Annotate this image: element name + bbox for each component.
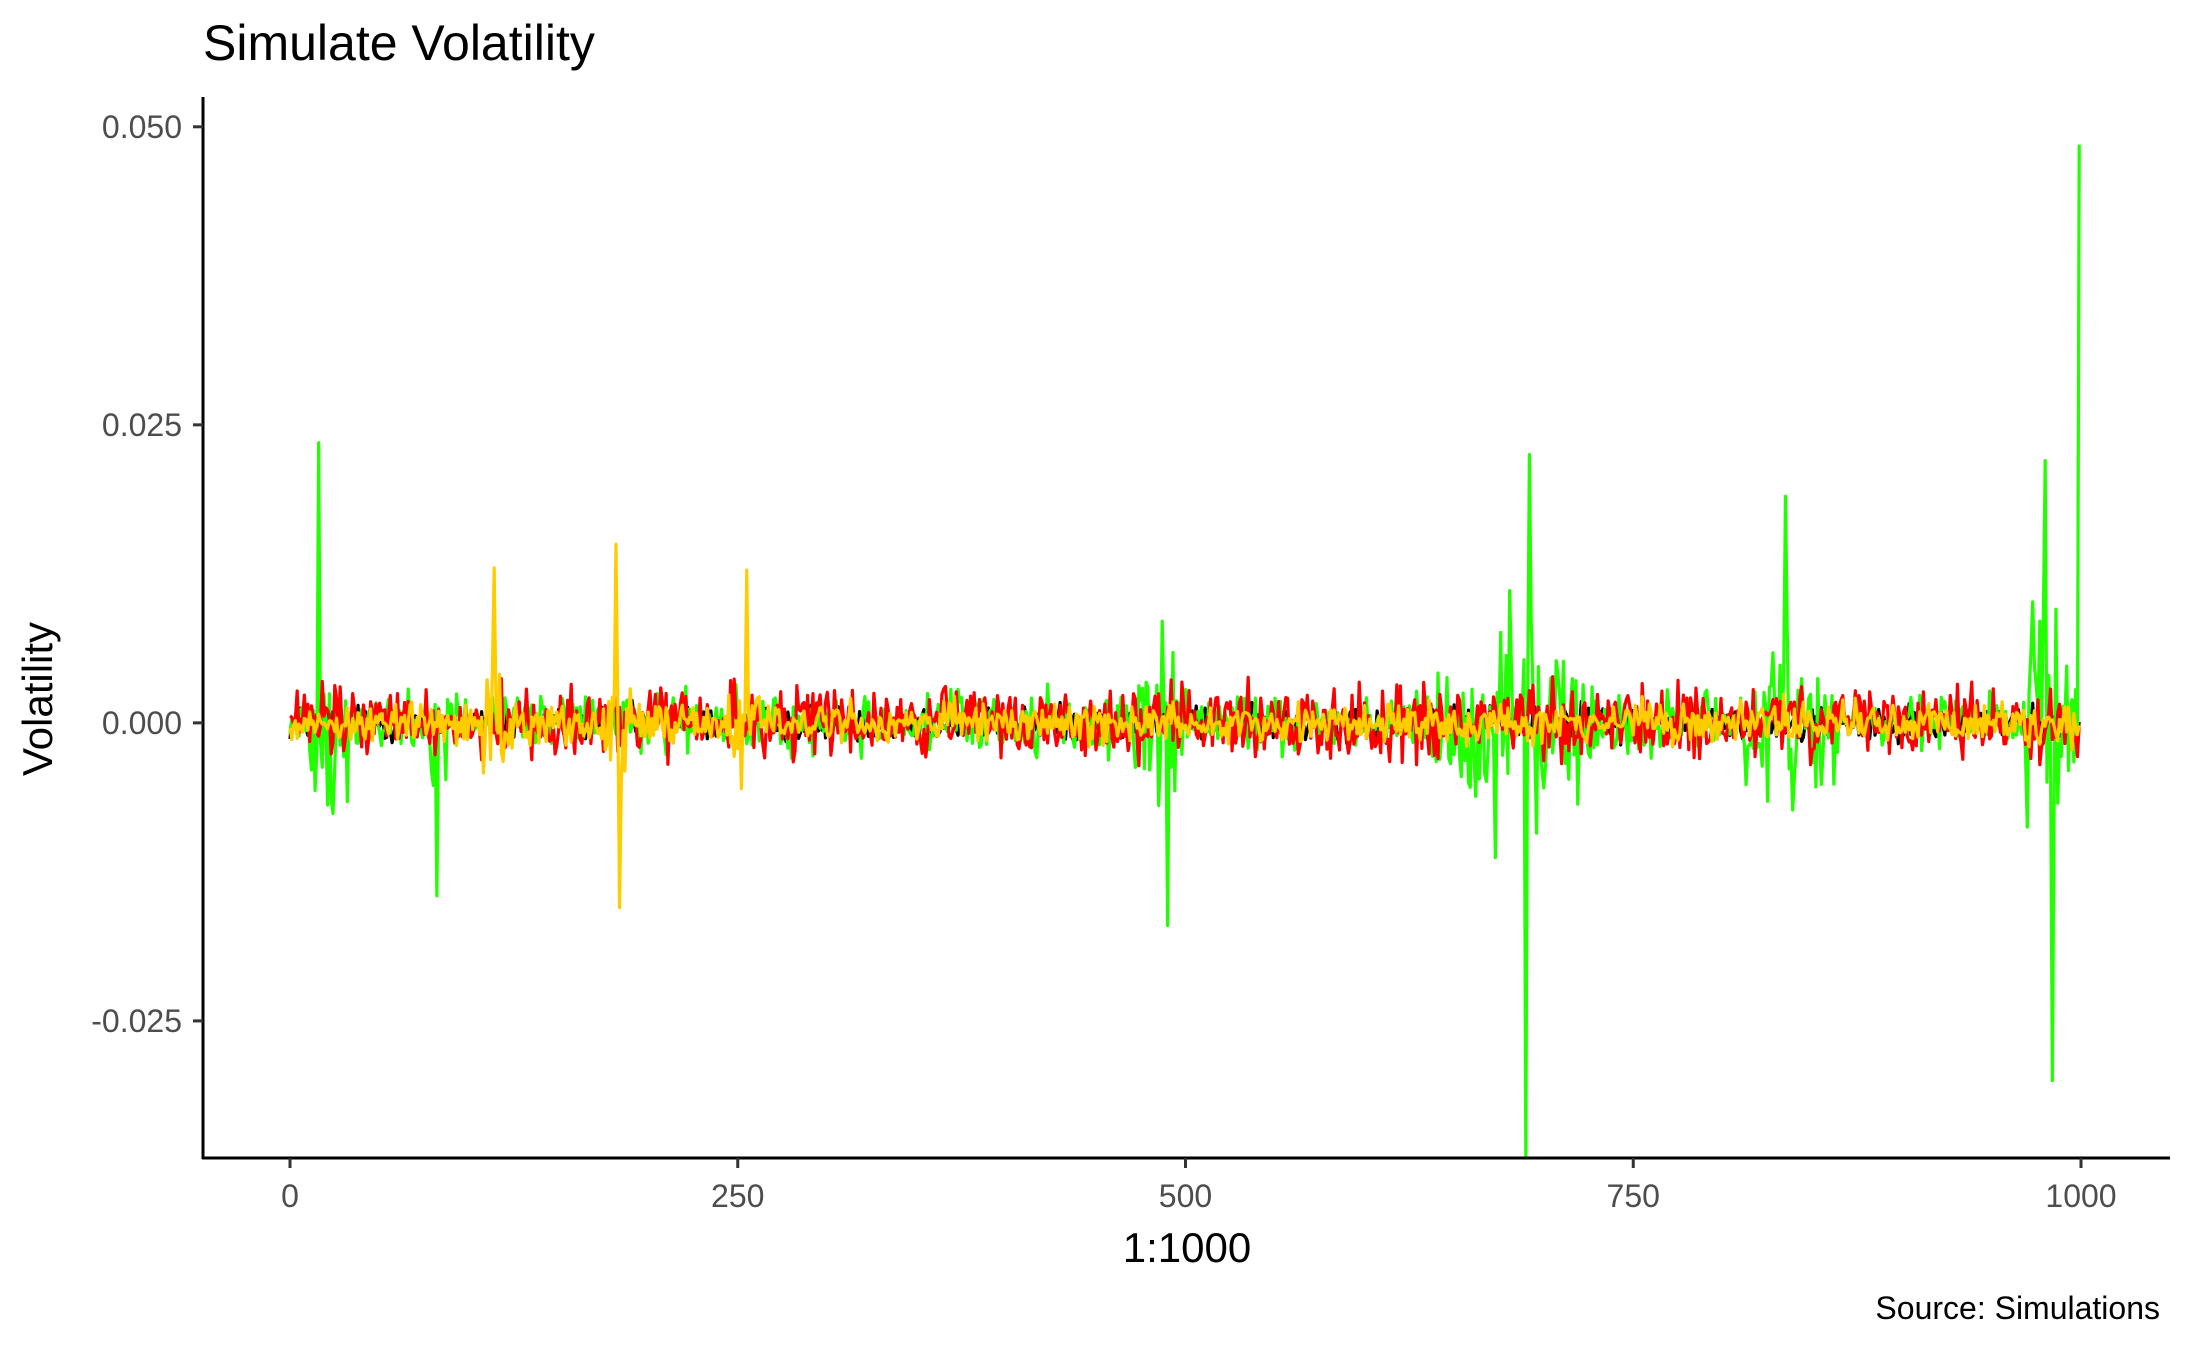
plot-area — [288, 144, 2081, 1160]
chart-title: Simulate Volatility — [203, 15, 595, 71]
y-tick-label: 0.025 — [102, 407, 182, 443]
series-line-4 — [288, 542, 2081, 910]
y-axis-ticks: -0.025 0.000 0.025 0.050 — [91, 109, 203, 1039]
x-tick-label: 500 — [1159, 1178, 1212, 1214]
x-tick-label: 750 — [1607, 1178, 1660, 1214]
x-axis-title: 1:1000 — [1123, 1224, 1251, 1271]
chart-caption: Source: Simulations — [1875, 1290, 2160, 1326]
y-axis-title: Volatility — [14, 622, 61, 776]
x-tick-label: 250 — [711, 1178, 764, 1214]
x-axis-ticks: 0 250 500 750 1000 — [281, 1158, 2117, 1214]
y-tick-label: -0.025 — [91, 1003, 182, 1039]
x-tick-label: 0 — [281, 1178, 299, 1214]
series-line-2 — [288, 144, 2081, 1160]
y-tick-label: 0.000 — [102, 705, 182, 741]
y-tick-label: 0.050 — [102, 109, 182, 145]
x-tick-label: 1000 — [2045, 1178, 2116, 1214]
